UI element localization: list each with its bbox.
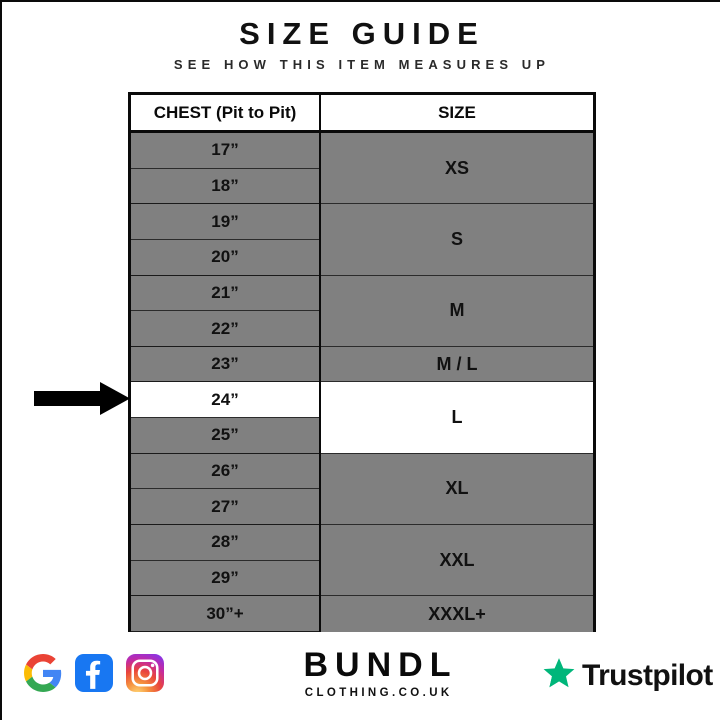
size-label-cell: XS — [321, 133, 593, 205]
chest-measurement-cell: 21” — [131, 275, 319, 312]
table-body: 17” 18” 19” 20” 21” 22” 23” 24” 25” 26” 27” 28” 29” 3… — [131, 133, 593, 632]
google-icon[interactable] — [24, 654, 62, 692]
chest-measurement-cell: 20” — [131, 239, 319, 276]
table-header-row: CHEST (Pit to Pit) SIZE — [131, 95, 593, 133]
brand-name: BUNDL — [303, 646, 458, 684]
trustpilot-wordmark: Trustpilot — [582, 658, 713, 692]
column-header-size: SIZE — [438, 103, 476, 122]
chest-column: 17” 18” 19” 20” 21” 22” 23” 24” 25” 26” 27” 28” 29” 3… — [131, 133, 321, 632]
chest-measurement-cell: 24” — [131, 382, 319, 419]
column-header-chest: CHEST (Pit to Pit) — [131, 95, 321, 130]
size-label-cell: M — [321, 275, 593, 347]
size-label-cell: S — [321, 204, 593, 276]
trustpilot-star-icon — [542, 656, 576, 695]
chest-measurement-cell: 18” — [131, 168, 319, 205]
arrow-indicator — [34, 382, 130, 415]
size-label-cell: L — [321, 382, 593, 454]
size-guide-table: CHEST (Pit to Pit) SIZE 17” 18” 19” 20” 21” 2… — [128, 92, 596, 632]
facebook-icon[interactable] — [75, 654, 113, 692]
chest-measurement-cell: 25” — [131, 418, 319, 454]
chest-measurement-cell: 22” — [131, 311, 319, 347]
page-subtitle: SEE HOW THIS ITEM MEASURES UP — [173, 57, 551, 72]
chest-measurement-cell: 19” — [131, 204, 319, 240]
size-label-cell: XL — [321, 453, 593, 526]
chest-measurement-cell: 28” — [131, 525, 319, 561]
trustpilot-logo[interactable]: Trustpilot — [542, 656, 713, 695]
chest-measurement-cell: 29” — [131, 560, 319, 597]
brand-logo: BUNDL CLOTHING.CO.UK — [264, 646, 490, 701]
size-label-cell: XXL — [321, 525, 593, 597]
footer: BUNDL CLOTHING.CO.UK Trustpilot — [2, 638, 720, 722]
chest-measurement-cell: 30”+ — [131, 596, 319, 632]
size-label-cell: M / L — [321, 346, 593, 383]
chest-measurement-cell: 23” — [131, 346, 319, 383]
brand-website: CLOTHING.CO.UK — [304, 687, 453, 699]
social-links — [24, 654, 164, 692]
chest-measurement-cell: 26” — [131, 453, 319, 490]
size-column: XS S M M / L L XL XXL XXXL+ — [321, 133, 593, 632]
page-title: SIZE GUIDE — [239, 16, 485, 51]
size-label-cell: XXXL+ — [321, 596, 593, 632]
chest-measurement-cell: 17” — [131, 133, 319, 169]
instagram-icon[interactable] — [126, 654, 164, 692]
chest-measurement-cell: 27” — [131, 489, 319, 526]
